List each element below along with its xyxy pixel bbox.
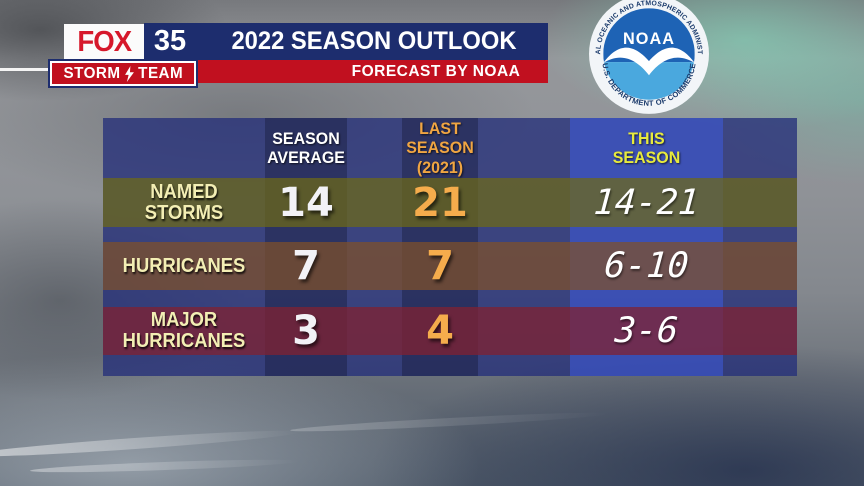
column-header-last-season: LAST SEASON (2021)	[406, 119, 474, 177]
column-header-this-season: THIS SEASON	[612, 128, 681, 167]
major-hurricanes-season-average: 3	[292, 308, 320, 354]
major-hurricanes-this-season: 3-6	[613, 311, 680, 351]
page-title: 2022 SEASON OUTLOOK	[231, 27, 517, 55]
named-storms-this-season: 14-21	[592, 182, 701, 223]
noaa-logo: NOAA NATIONAL OCEANIC AND ATMOSPHERIC AD…	[588, 0, 709, 114]
hurricanes-this-season: 6-10	[602, 246, 691, 286]
fox-logo-text: FOX	[77, 25, 132, 58]
storm-text: STORM	[63, 64, 121, 82]
hurricanes-season-average: 7	[292, 243, 320, 289]
fox-logo: FOX	[64, 24, 144, 60]
major-hurricanes-row-band	[103, 307, 797, 355]
hurricanes-row-band	[103, 242, 797, 290]
team-text: TEAM	[138, 64, 183, 82]
outlook-table: SEASON AVERAGE LAST SEASON (2021) THIS S…	[103, 118, 797, 376]
named-storms-season-average: 14	[278, 179, 334, 226]
seagull-icon	[603, 47, 695, 76]
column-header-season-average: SEASON AVERAGE	[267, 128, 345, 167]
channel-number: 35	[153, 25, 187, 57]
cloud-streak	[0, 426, 300, 461]
cloud-streak	[290, 409, 610, 435]
title-banner: 35 2022 SEASON OUTLOOK	[144, 23, 548, 60]
row-label-major-hurricanes: MAJOR HURRICANES	[122, 309, 246, 352]
row-label-hurricanes: HURRICANES	[122, 254, 246, 277]
row-label-named-storms: NAMED STORMS	[144, 180, 224, 224]
named-storms-last-season: 21	[412, 179, 468, 226]
header-rule-line	[0, 68, 52, 71]
cloud-streak	[29, 457, 301, 475]
lightning-bolt-icon	[124, 65, 134, 82]
hurricanes-last-season: 7	[426, 243, 454, 289]
storm-team-badge: STORM TEAM	[48, 59, 198, 88]
noaa-acronym: NOAA	[623, 30, 675, 48]
major-hurricanes-last-season: 4	[426, 308, 454, 354]
subtitle-banner: FORECAST BY NOAA	[192, 60, 548, 83]
subtitle-text: FORECAST BY NOAA	[351, 62, 521, 80]
named-storms-row-band	[103, 178, 797, 227]
